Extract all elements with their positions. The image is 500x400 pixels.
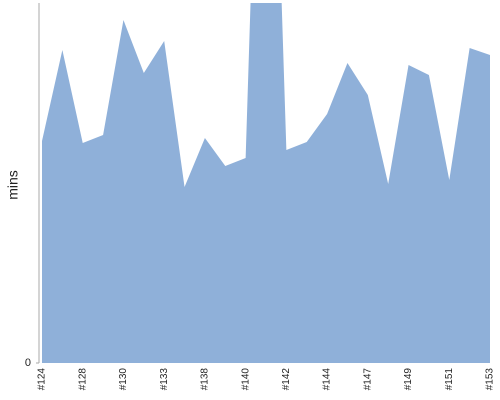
x-tick-label: #147 bbox=[362, 368, 373, 391]
x-tick-label: #138 bbox=[200, 368, 211, 391]
y-axis-label: mins bbox=[5, 170, 21, 200]
x-tick-label: #151 bbox=[444, 368, 455, 391]
x-tick-label: #140 bbox=[240, 368, 251, 391]
x-tick-label: #133 bbox=[159, 368, 170, 391]
x-tick-label: #149 bbox=[403, 368, 414, 391]
x-tick-label: #124 bbox=[37, 368, 48, 391]
x-tick-label: #142 bbox=[281, 368, 292, 391]
x-tick-label: #144 bbox=[322, 368, 333, 391]
x-tick-label: #153 bbox=[485, 368, 496, 391]
area bbox=[42, 3, 490, 363]
plot-area bbox=[42, 3, 490, 363]
x-tick-label: #130 bbox=[118, 368, 129, 391]
x-tick-label: #128 bbox=[77, 368, 88, 391]
y-tick-label: 0 bbox=[25, 357, 31, 369]
